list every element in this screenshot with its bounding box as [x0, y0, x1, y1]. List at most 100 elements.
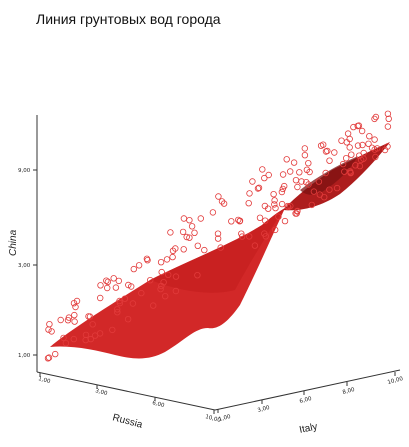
- data-point: [261, 174, 268, 182]
- z-axis-label: China: [8, 229, 19, 256]
- data-point: [180, 246, 187, 253]
- data-point: [121, 295, 129, 302]
- data-point: [294, 183, 301, 191]
- data-point: [381, 146, 389, 154]
- data-point: [62, 340, 70, 347]
- data-point: [103, 277, 110, 284]
- data-point: [138, 289, 145, 297]
- data-point: [113, 306, 121, 313]
- x-tick-label: 3,00: [94, 388, 108, 397]
- x-tick-label: 6,00: [151, 400, 165, 409]
- data-point: [320, 141, 327, 148]
- y-axis-line: [214, 369, 401, 411]
- data-point: [186, 234, 193, 241]
- data-point: [218, 198, 226, 205]
- data-point: [354, 122, 361, 130]
- data-point: [271, 201, 278, 208]
- data-point: [89, 321, 96, 328]
- data-point: [71, 311, 78, 319]
- data-point: [372, 153, 379, 161]
- x-axis-line: [36, 371, 216, 411]
- data-point: [255, 184, 263, 191]
- y-tick-label: 10,00: [387, 376, 404, 386]
- data-points: [44, 110, 392, 362]
- data-point: [292, 176, 300, 184]
- data-point: [103, 284, 111, 292]
- x-tick-label: 1,00: [37, 376, 51, 385]
- data-point: [97, 282, 104, 289]
- data-point: [144, 257, 151, 264]
- data-point: [385, 115, 392, 122]
- data-point: [238, 233, 246, 240]
- data-point: [127, 283, 135, 290]
- data-point: [261, 230, 268, 237]
- data-point: [71, 318, 78, 325]
- data-point: [169, 247, 177, 254]
- data-point: [158, 282, 165, 290]
- data-point: [338, 137, 345, 144]
- data-point: [356, 152, 363, 159]
- data-point: [114, 309, 121, 316]
- data-point: [285, 203, 292, 211]
- data-point: [194, 272, 201, 279]
- data-point: [350, 123, 357, 131]
- data-point: [238, 230, 245, 237]
- data-point: [256, 214, 264, 221]
- data-point: [245, 199, 252, 207]
- data-point: [48, 328, 55, 335]
- data-point: [305, 181, 312, 188]
- data-point: [96, 330, 104, 337]
- data-point: [186, 216, 193, 224]
- data-point: [116, 299, 124, 307]
- data-point: [290, 159, 298, 166]
- x-axis-label: Russia: [111, 412, 144, 431]
- data-point: [366, 132, 373, 140]
- data-point: [172, 287, 180, 295]
- data-point: [322, 169, 329, 177]
- data-point: [65, 314, 73, 321]
- data-point: [169, 253, 176, 261]
- data-point: [371, 115, 378, 123]
- data-point: [384, 110, 392, 117]
- data-point: [73, 297, 81, 305]
- data-point: [129, 300, 137, 307]
- data-point: [64, 317, 72, 324]
- data-point: [197, 215, 204, 222]
- data-point: [358, 127, 366, 135]
- data-point: [356, 162, 364, 170]
- data-point: [124, 316, 132, 323]
- data-point: [333, 184, 341, 192]
- data-point: [271, 197, 278, 204]
- data-point: [135, 262, 143, 269]
- data-point: [301, 151, 309, 159]
- data-point: [183, 233, 190, 241]
- data-point: [272, 204, 279, 212]
- data-point: [209, 209, 217, 216]
- data-point: [341, 168, 348, 175]
- data-point: [214, 230, 222, 237]
- data-point: [85, 313, 92, 320]
- data-point: [164, 271, 172, 278]
- data-point: [201, 246, 208, 254]
- y-tick-label: 1,00: [218, 414, 232, 423]
- data-point: [296, 169, 303, 176]
- data-point: [293, 210, 300, 217]
- data-point: [246, 190, 253, 197]
- x-tick-label: 10,00: [204, 414, 221, 424]
- fitted-surface: [50, 142, 390, 359]
- data-point: [60, 334, 67, 342]
- data-point: [188, 223, 196, 230]
- data-point: [46, 321, 53, 328]
- y-axis-label: Italy: [298, 421, 318, 436]
- data-point: [368, 144, 376, 151]
- data-point: [310, 188, 318, 195]
- y-tick-label: 8,00: [342, 387, 356, 396]
- data-point: [96, 294, 104, 302]
- data-point: [228, 218, 235, 225]
- data-point: [245, 233, 253, 240]
- data-point: [172, 273, 180, 280]
- y-tick-label: 6,00: [299, 396, 313, 405]
- data-point: [326, 157, 333, 164]
- data-point: [365, 140, 372, 147]
